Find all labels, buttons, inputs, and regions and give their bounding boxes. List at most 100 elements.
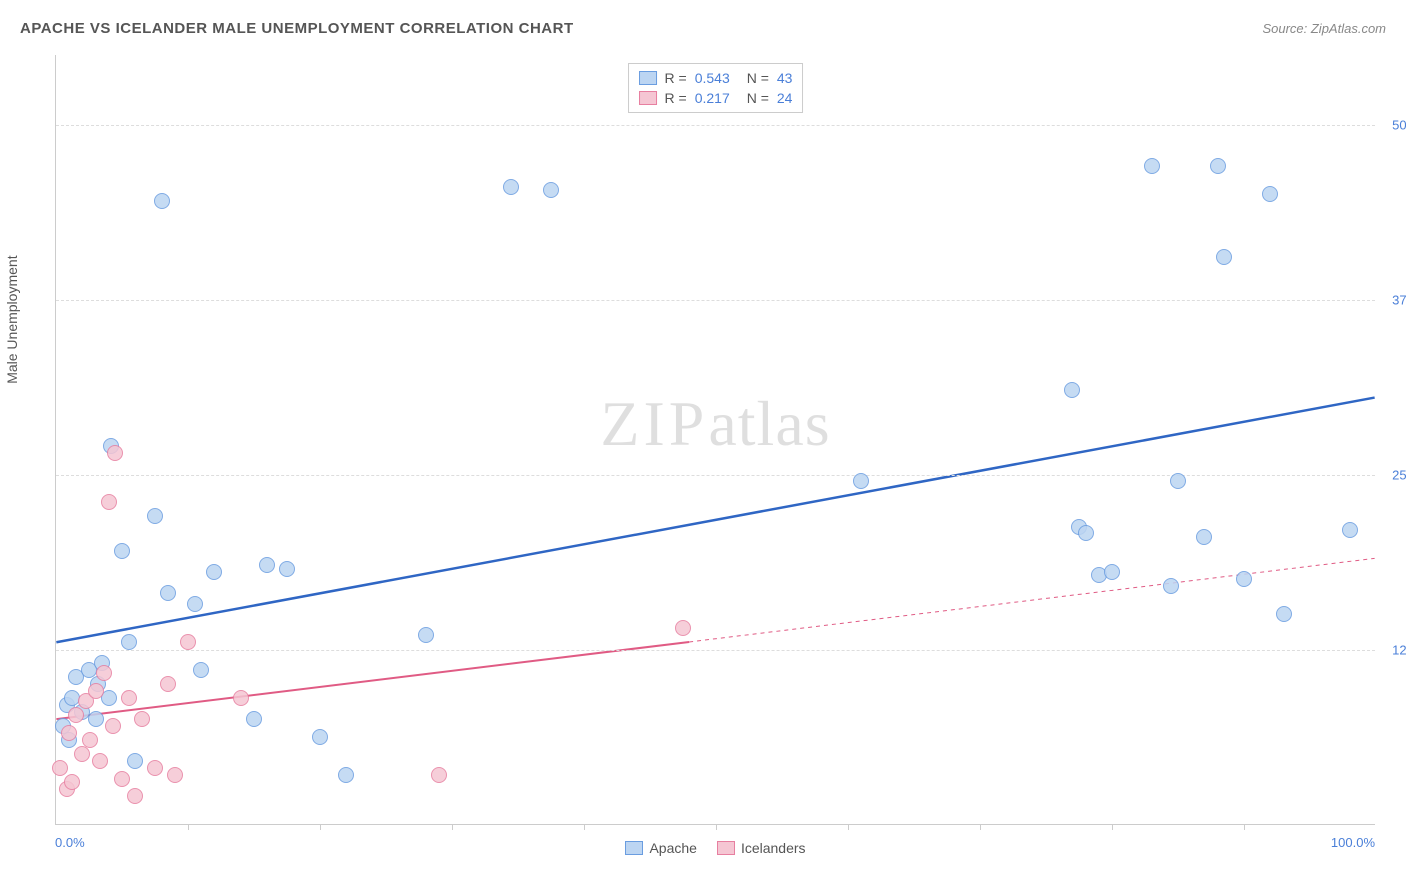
- data-point: [94, 655, 110, 671]
- data-point: [193, 662, 209, 678]
- data-point: [1236, 571, 1252, 587]
- legend-row: R = 0.543 N = 43: [639, 68, 793, 88]
- series-legend: Apache Icelanders: [56, 840, 1375, 856]
- data-point: [418, 627, 434, 643]
- data-point: [88, 683, 104, 699]
- data-point: [1210, 158, 1226, 174]
- data-point: [167, 767, 183, 783]
- data-point: [92, 753, 108, 769]
- data-point: [68, 707, 84, 723]
- data-point: [82, 732, 98, 748]
- n-value: 24: [777, 90, 793, 106]
- data-point: [180, 634, 196, 650]
- data-point: [1276, 606, 1292, 622]
- x-tick: [848, 824, 849, 830]
- data-point: [55, 718, 71, 734]
- data-point: [160, 585, 176, 601]
- r-label: R =: [665, 90, 687, 106]
- watermark: ZIPatlas: [600, 387, 830, 461]
- data-point: [96, 665, 112, 681]
- x-tick: [452, 824, 453, 830]
- x-tick: [320, 824, 321, 830]
- data-point: [105, 718, 121, 734]
- data-point: [154, 193, 170, 209]
- data-point: [312, 729, 328, 745]
- data-point: [503, 179, 519, 195]
- data-point: [61, 725, 77, 741]
- data-point: [107, 445, 123, 461]
- data-point: [338, 767, 354, 783]
- data-point: [675, 620, 691, 636]
- x-tick: [716, 824, 717, 830]
- data-point: [1091, 567, 1107, 583]
- data-point: [187, 596, 203, 612]
- data-point: [1163, 578, 1179, 594]
- data-point: [1071, 519, 1087, 535]
- data-point: [147, 508, 163, 524]
- data-point: [134, 711, 150, 727]
- data-point: [101, 690, 117, 706]
- r-value: 0.543: [695, 70, 739, 86]
- data-point: [1144, 158, 1160, 174]
- data-point: [160, 676, 176, 692]
- data-point: [246, 711, 262, 727]
- trend-lines: [56, 55, 1375, 824]
- data-point: [114, 771, 130, 787]
- n-label: N =: [747, 90, 769, 106]
- n-label: N =: [747, 70, 769, 86]
- legend-row: R = 0.217 N = 24: [639, 88, 793, 108]
- n-value: 43: [777, 70, 793, 86]
- legend-swatch: [639, 71, 657, 85]
- source-attribution: Source: ZipAtlas.com: [1262, 21, 1386, 36]
- legend-item: Apache: [625, 840, 696, 856]
- data-point: [88, 711, 104, 727]
- gridline: [56, 125, 1375, 126]
- data-point: [1078, 525, 1094, 541]
- data-point: [543, 182, 559, 198]
- data-point: [206, 564, 222, 580]
- gridline: [56, 650, 1375, 651]
- data-point: [59, 781, 75, 797]
- x-tick: [1112, 824, 1113, 830]
- data-point: [127, 788, 143, 804]
- data-point: [127, 753, 143, 769]
- data-point: [147, 760, 163, 776]
- data-point: [59, 697, 75, 713]
- data-point: [1262, 186, 1278, 202]
- y-tick-label: 50.0%: [1379, 118, 1406, 133]
- data-point: [90, 676, 106, 692]
- x-tick: [1244, 824, 1245, 830]
- x-tick: [980, 824, 981, 830]
- data-point: [431, 767, 447, 783]
- legend-swatch: [639, 91, 657, 105]
- chart-title: APACHE VS ICELANDER MALE UNEMPLOYMENT CO…: [20, 20, 574, 37]
- data-point: [1170, 473, 1186, 489]
- data-point: [74, 746, 90, 762]
- data-point: [1216, 249, 1232, 265]
- data-point: [1104, 564, 1120, 580]
- data-point: [78, 693, 94, 709]
- y-tick-label: 37.5%: [1379, 293, 1406, 308]
- legend-swatch: [717, 841, 735, 855]
- data-point: [52, 760, 68, 776]
- data-point: [101, 494, 117, 510]
- data-point: [1064, 382, 1080, 398]
- legend-item: Icelanders: [717, 840, 806, 856]
- y-axis-label: Male Unemployment: [4, 255, 20, 383]
- data-point: [64, 690, 80, 706]
- gridline: [56, 475, 1375, 476]
- x-axis-max: 100.0%: [1331, 835, 1375, 850]
- y-tick-label: 12.5%: [1379, 643, 1406, 658]
- r-value: 0.217: [695, 90, 739, 106]
- data-point: [61, 732, 77, 748]
- data-point: [1342, 522, 1358, 538]
- legend-label: Apache: [649, 840, 696, 856]
- x-axis-min: 0.0%: [55, 835, 85, 850]
- x-tick: [188, 824, 189, 830]
- data-point: [853, 473, 869, 489]
- data-point: [74, 704, 90, 720]
- data-point: [259, 557, 275, 573]
- legend-swatch: [625, 841, 643, 855]
- data-point: [1196, 529, 1212, 545]
- r-label: R =: [665, 70, 687, 86]
